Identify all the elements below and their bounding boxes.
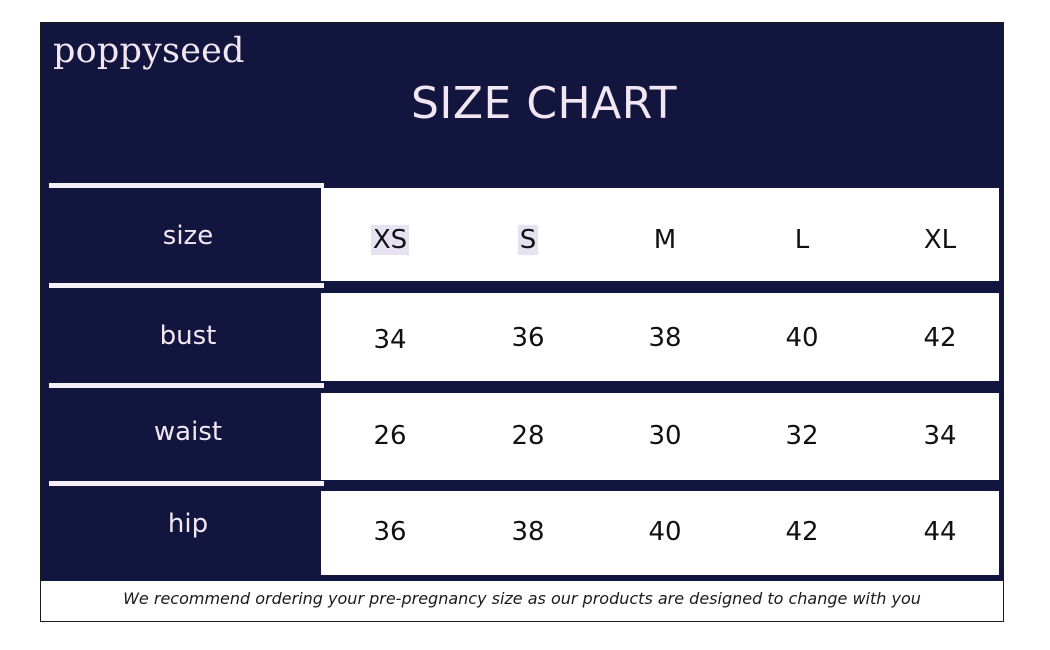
size-value: L xyxy=(794,225,810,255)
bust-value: 36 xyxy=(511,323,545,353)
bust-value: 42 xyxy=(923,323,957,353)
hip-value: 38 xyxy=(511,517,545,547)
waist-value: 26 xyxy=(373,421,407,451)
size-value: M xyxy=(653,225,677,255)
row-label-size: size xyxy=(162,221,214,251)
hip-value: 42 xyxy=(785,517,819,547)
row-divider xyxy=(49,383,324,388)
size-value: S xyxy=(517,225,539,255)
row-divider xyxy=(49,481,324,486)
bust-value: 40 xyxy=(785,323,819,353)
row-divider xyxy=(49,183,324,188)
row-label-hip: hip xyxy=(167,509,209,539)
size-value: XL xyxy=(923,225,957,255)
row-values-bust: 34 36 38 40 42 xyxy=(321,293,999,381)
row-values-waist: 26 28 30 32 34 xyxy=(321,393,999,480)
waist-value: 28 xyxy=(511,421,545,451)
row-values-size: XS S M L XL xyxy=(321,188,999,281)
hip-value: 44 xyxy=(923,517,957,547)
bust-value: 34 xyxy=(373,325,407,355)
hip-value: 40 xyxy=(648,517,682,547)
row-values-hip: 36 38 40 42 44 xyxy=(321,491,999,575)
footnote: We recommend ordering your pre-pregnancy… xyxy=(123,589,921,608)
row-label-waist: waist xyxy=(153,417,223,447)
waist-value: 32 xyxy=(785,421,819,451)
bust-value: 38 xyxy=(648,323,682,353)
hip-value: 36 xyxy=(373,517,407,547)
page-title: SIZE CHART xyxy=(411,78,677,129)
size-value: XS xyxy=(370,225,410,255)
waist-value: 34 xyxy=(923,421,957,451)
waist-value: 30 xyxy=(648,421,682,451)
row-divider xyxy=(49,283,324,288)
row-label-bust: bust xyxy=(159,321,217,351)
brand-logo: poppyseed xyxy=(53,31,245,71)
size-chart-card: poppyseed SIZE CHART size XS S M L XL bu… xyxy=(40,22,1004,622)
